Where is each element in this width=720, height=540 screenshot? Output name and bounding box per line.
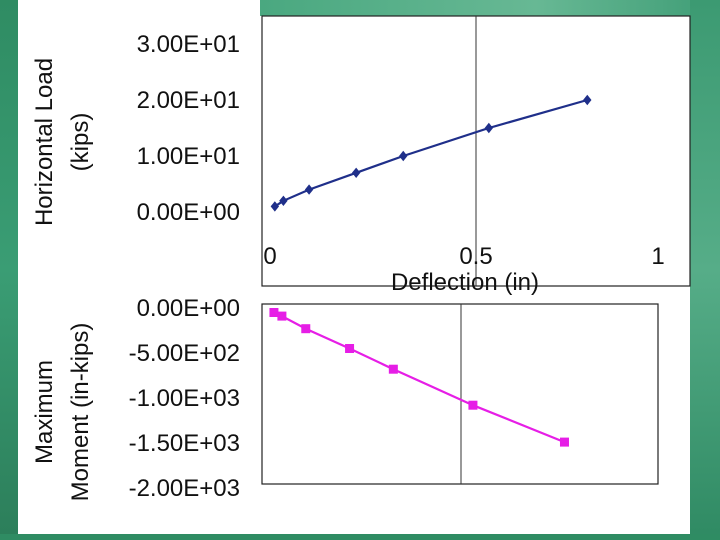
horizontal-load-chart: 0.00E+001.00E+012.00E+013.00E+01 0 0.5 1 H… (18, 15, 691, 296)
bottom-chart-y-axis-title-line2: Moment (in-kips) (67, 323, 94, 502)
data-point (583, 94, 592, 106)
x-tick-label: 0 (263, 243, 276, 270)
data-point (270, 201, 280, 212)
data-point (277, 311, 287, 321)
data-point (345, 344, 355, 353)
data-point (269, 308, 279, 317)
top-chart-area (18, 16, 690, 284)
background-stripe-bottom (0, 534, 720, 540)
background-stripe-top (260, 0, 720, 16)
y-tick-label: 2.00E+01 (137, 87, 240, 114)
x-tick-label: 1 (651, 243, 664, 270)
data-point (279, 195, 288, 206)
x-tick-label: 0.5 (459, 243, 492, 270)
data-point (468, 400, 478, 410)
data-point (301, 324, 311, 334)
y-tick-label: 1.00E+01 (137, 143, 240, 170)
top-chart-y-axis-title-line2: (kips) (67, 113, 94, 172)
background-stripe-left (0, 0, 18, 540)
data-point (351, 167, 361, 178)
background-stripe-right (690, 0, 720, 540)
data-point (399, 150, 408, 162)
top-chart-series (270, 94, 592, 212)
top-chart-x-tick-labels: 0 0.5 1 (263, 243, 664, 270)
data-point (559, 437, 569, 447)
bottom-chart-area (18, 296, 690, 534)
y-tick-label: 0.00E+00 (137, 199, 240, 226)
bottom-chart-series (269, 308, 569, 447)
top-chart-y-tick-labels: 0.00E+00 1.00E+01 2.00E+01 3.00E+01 (137, 31, 240, 226)
y-tick-label: -1.00E+03 (129, 385, 240, 412)
bottom-chart-y-axis-title-line1: Maximum (31, 360, 58, 464)
data-point (484, 122, 494, 134)
y-tick-label: -5.00E+02 (129, 340, 240, 367)
y-tick-label: -1.50E+03 (129, 430, 240, 457)
data-point (304, 184, 314, 195)
top-chart-y-axis-title-line1: Horizontal Load (31, 58, 58, 226)
maximum-moment-chart: 0.00E+00 -5.00E+02 -1.00E+03 -1.50E+03 -2.00… (18, 295, 690, 534)
y-tick-label: 3.00E+01 (137, 31, 240, 58)
data-point (388, 364, 398, 374)
y-tick-label: 0.00E+00 (137, 295, 240, 322)
bottom-chart-frame (261, 303, 659, 485)
y-tick-label: -2.00E+03 (129, 475, 240, 502)
top-chart-x-axis-title: Deflection (in) (391, 269, 539, 296)
bottom-chart-y-tick-labels: 0.00E+00 -5.00E+02 -1.00E+03 -1.50E+03 -2.00… (129, 295, 240, 502)
